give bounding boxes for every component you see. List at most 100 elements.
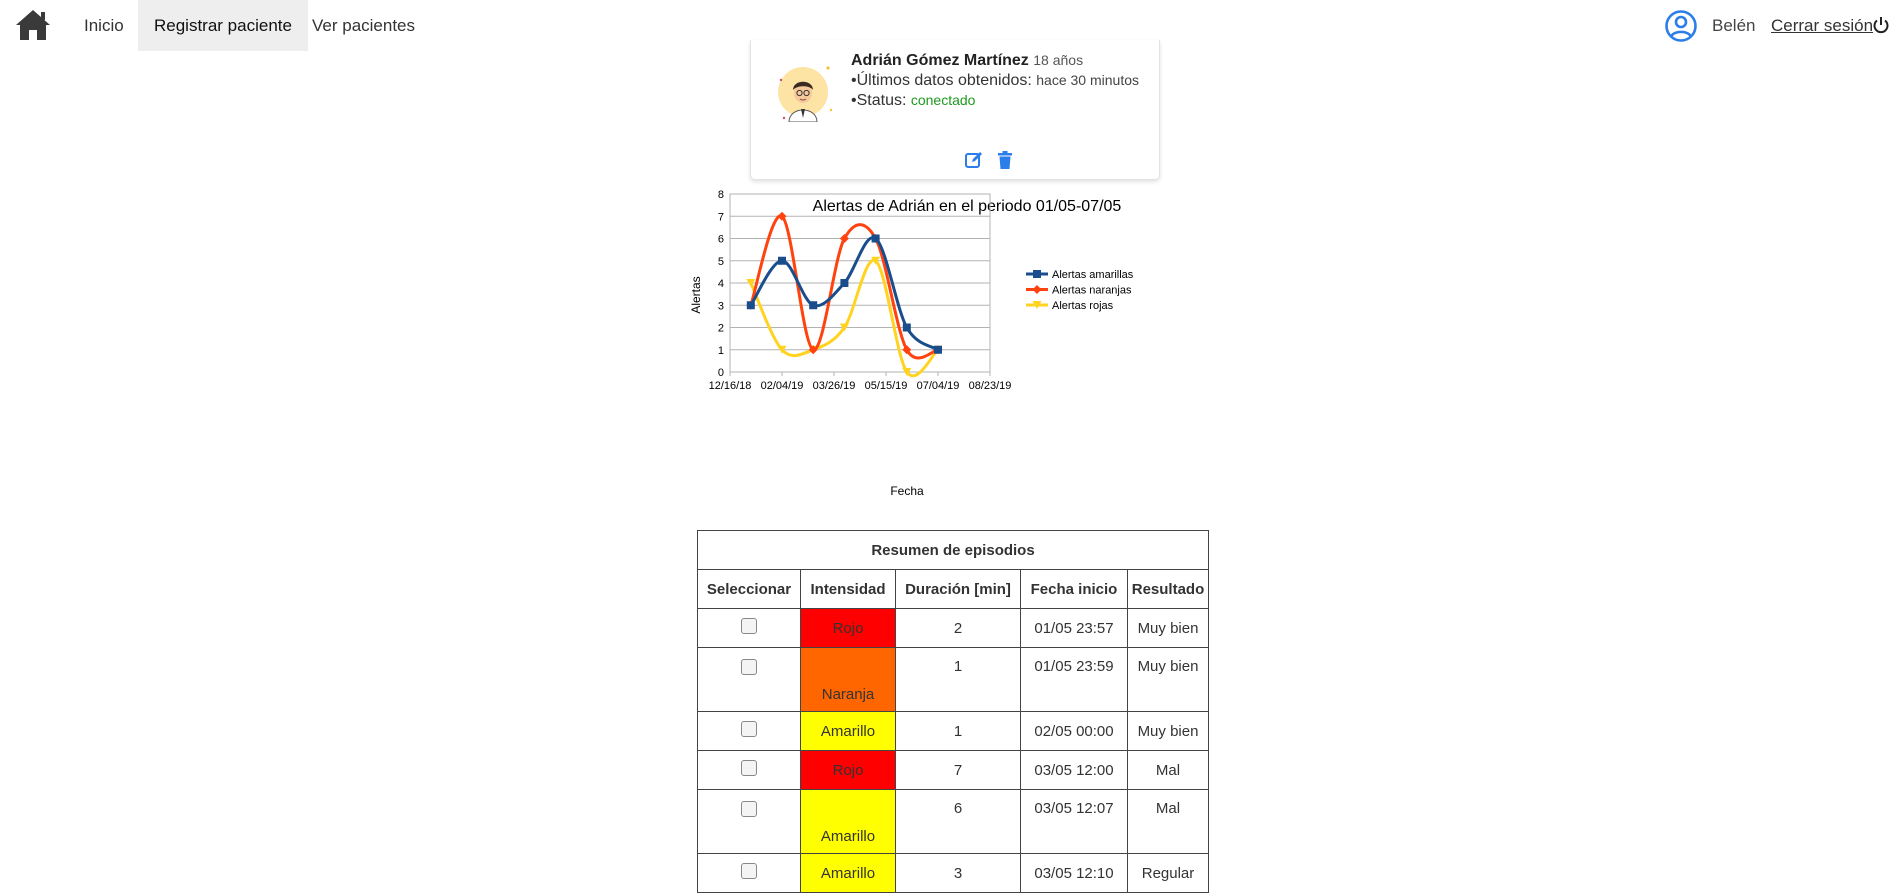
x-tick-label: 02/04/19 (761, 380, 804, 392)
x-tick-label: 12/16/18 (709, 380, 752, 392)
table-row: Amarillo 3 03/05 12:10 Regular (698, 854, 1209, 893)
row-checkbox[interactable] (741, 721, 757, 737)
table-row: Amarillo 1 02/05 00:00 Muy bien (698, 712, 1209, 751)
patient-name-line: Adrián Gómez Martínez 18 años (851, 52, 1083, 70)
legend-label: Alertas amarillas (1052, 269, 1134, 281)
duration-cell: 7 (896, 751, 1021, 790)
result-cell: Muy bien (1128, 712, 1209, 751)
home-icon[interactable] (14, 8, 52, 42)
nav-inicio[interactable]: Inicio (68, 0, 140, 51)
power-icon[interactable] (1872, 16, 1890, 34)
row-checkbox[interactable] (741, 801, 757, 817)
start-date-cell: 03/05 12:00 (1021, 751, 1128, 790)
y-tick-label: 4 (718, 278, 724, 290)
result-cell: Muy bien (1128, 648, 1209, 712)
start-date-cell: 02/05 00:00 (1021, 712, 1128, 751)
duration-cell: 6 (896, 790, 1021, 854)
user-account-icon[interactable] (1664, 9, 1698, 43)
row-checkbox[interactable] (741, 618, 757, 634)
table-row: Naranja 1 01/05 23:59 Muy bien (698, 648, 1209, 712)
y-axis-label: Alertas (689, 276, 703, 313)
result-cell: Mal (1128, 790, 1209, 854)
y-tick-label: 5 (718, 256, 724, 268)
intensity-cell: Naranja (801, 648, 896, 712)
row-checkbox[interactable] (741, 863, 757, 879)
intensity-cell: Amarillo (801, 712, 896, 751)
table-row: Rojo 2 01/05 23:57 Muy bien (698, 609, 1209, 648)
y-tick-label: 8 (718, 190, 724, 201)
duration-cell: 1 (896, 648, 1021, 712)
logout-link[interactable]: Cerrar sesión (1771, 0, 1873, 52)
table-caption: Resumen de episodios (698, 531, 1209, 570)
row-checkbox[interactable] (741, 659, 757, 675)
table-row: Amarillo 6 03/05 12:07 Mal (698, 790, 1209, 854)
y-tick-label: 0 (718, 367, 724, 379)
select-cell (698, 609, 801, 648)
series-line-2 (751, 260, 938, 376)
y-tick-label: 3 (718, 300, 724, 312)
duration-cell: 1 (896, 712, 1021, 751)
nav-ver-pacientes[interactable]: Ver pacientes (296, 0, 431, 51)
select-cell (698, 790, 801, 854)
patient-card: Adrián Gómez Martínez 18 años •Últimos d… (750, 40, 1160, 180)
legend-marker (1033, 285, 1042, 294)
nav-registrar-paciente[interactable]: Registrar paciente (138, 0, 308, 51)
intensity-cell: Amarillo (801, 854, 896, 893)
last-data-line: •Últimos datos obtenidos: hace 30 minuto… (851, 72, 1139, 90)
last-data-label: •Últimos datos obtenidos: (851, 72, 1032, 89)
chart-title: Alertas de Adrián en el periodo 01/05-07… (813, 198, 1122, 215)
status-value: conectado (911, 92, 976, 108)
intensity-cell: Rojo (801, 751, 896, 790)
data-point (778, 257, 786, 265)
legend-label: Alertas naranjas (1052, 285, 1132, 297)
row-checkbox[interactable] (741, 760, 757, 776)
patient-name: Adrián Gómez Martínez (851, 52, 1029, 69)
result-cell: Muy bien (1128, 609, 1209, 648)
start-date-cell: 01/05 23:57 (1021, 609, 1128, 648)
data-point (747, 301, 755, 309)
y-tick-label: 6 (718, 234, 724, 246)
status-label: •Status: (851, 92, 906, 109)
trash-icon[interactable] (995, 150, 1015, 170)
duration-cell: 3 (896, 854, 1021, 893)
alerts-chart: Alertas de Adrián en el periodo 01/05-07… (680, 190, 1255, 510)
user-name: Belén (1712, 0, 1755, 52)
col-duracion: Duración [min] (896, 570, 1021, 609)
data-point (872, 235, 880, 243)
intensity-cell: Amarillo (801, 790, 896, 854)
result-cell: Regular (1128, 854, 1209, 893)
edit-icon[interactable] (964, 150, 984, 170)
data-point (809, 301, 817, 309)
col-fecha-inicio: Fecha inicio (1021, 570, 1128, 609)
y-tick-label: 1 (718, 345, 724, 357)
duration-cell: 2 (896, 609, 1021, 648)
episodes-table: Resumen de episodios Seleccionar Intensi… (697, 530, 1209, 893)
start-date-cell: 03/05 12:10 (1021, 854, 1128, 893)
x-tick-label: 05/15/19 (865, 380, 908, 392)
x-tick-label: 08/23/19 (969, 380, 1012, 392)
patient-age: 18 años (1033, 52, 1083, 68)
start-date-cell: 01/05 23:59 (1021, 648, 1128, 712)
card-actions (964, 150, 1022, 170)
x-tick-label: 07/04/19 (917, 380, 960, 392)
data-point (934, 346, 942, 354)
col-intensidad: Intensidad (801, 570, 896, 609)
select-cell (698, 712, 801, 751)
x-axis-label: Fecha (890, 484, 924, 498)
y-tick-label: 2 (718, 323, 724, 335)
y-tick-label: 7 (718, 211, 724, 223)
col-resultado: Resultado (1128, 570, 1209, 609)
status-line: •Status: conectado (851, 92, 975, 110)
select-cell (698, 648, 801, 712)
series-line-0 (751, 238, 938, 350)
legend-marker (1033, 270, 1041, 278)
x-tick-label: 03/26/19 (813, 380, 856, 392)
last-data-value: hace 30 minutos (1036, 72, 1139, 88)
select-cell (698, 854, 801, 893)
result-cell: Mal (1128, 751, 1209, 790)
select-cell (698, 751, 801, 790)
data-point (903, 324, 911, 332)
start-date-cell: 03/05 12:07 (1021, 790, 1128, 854)
data-point (840, 279, 848, 287)
patient-avatar (775, 60, 837, 122)
